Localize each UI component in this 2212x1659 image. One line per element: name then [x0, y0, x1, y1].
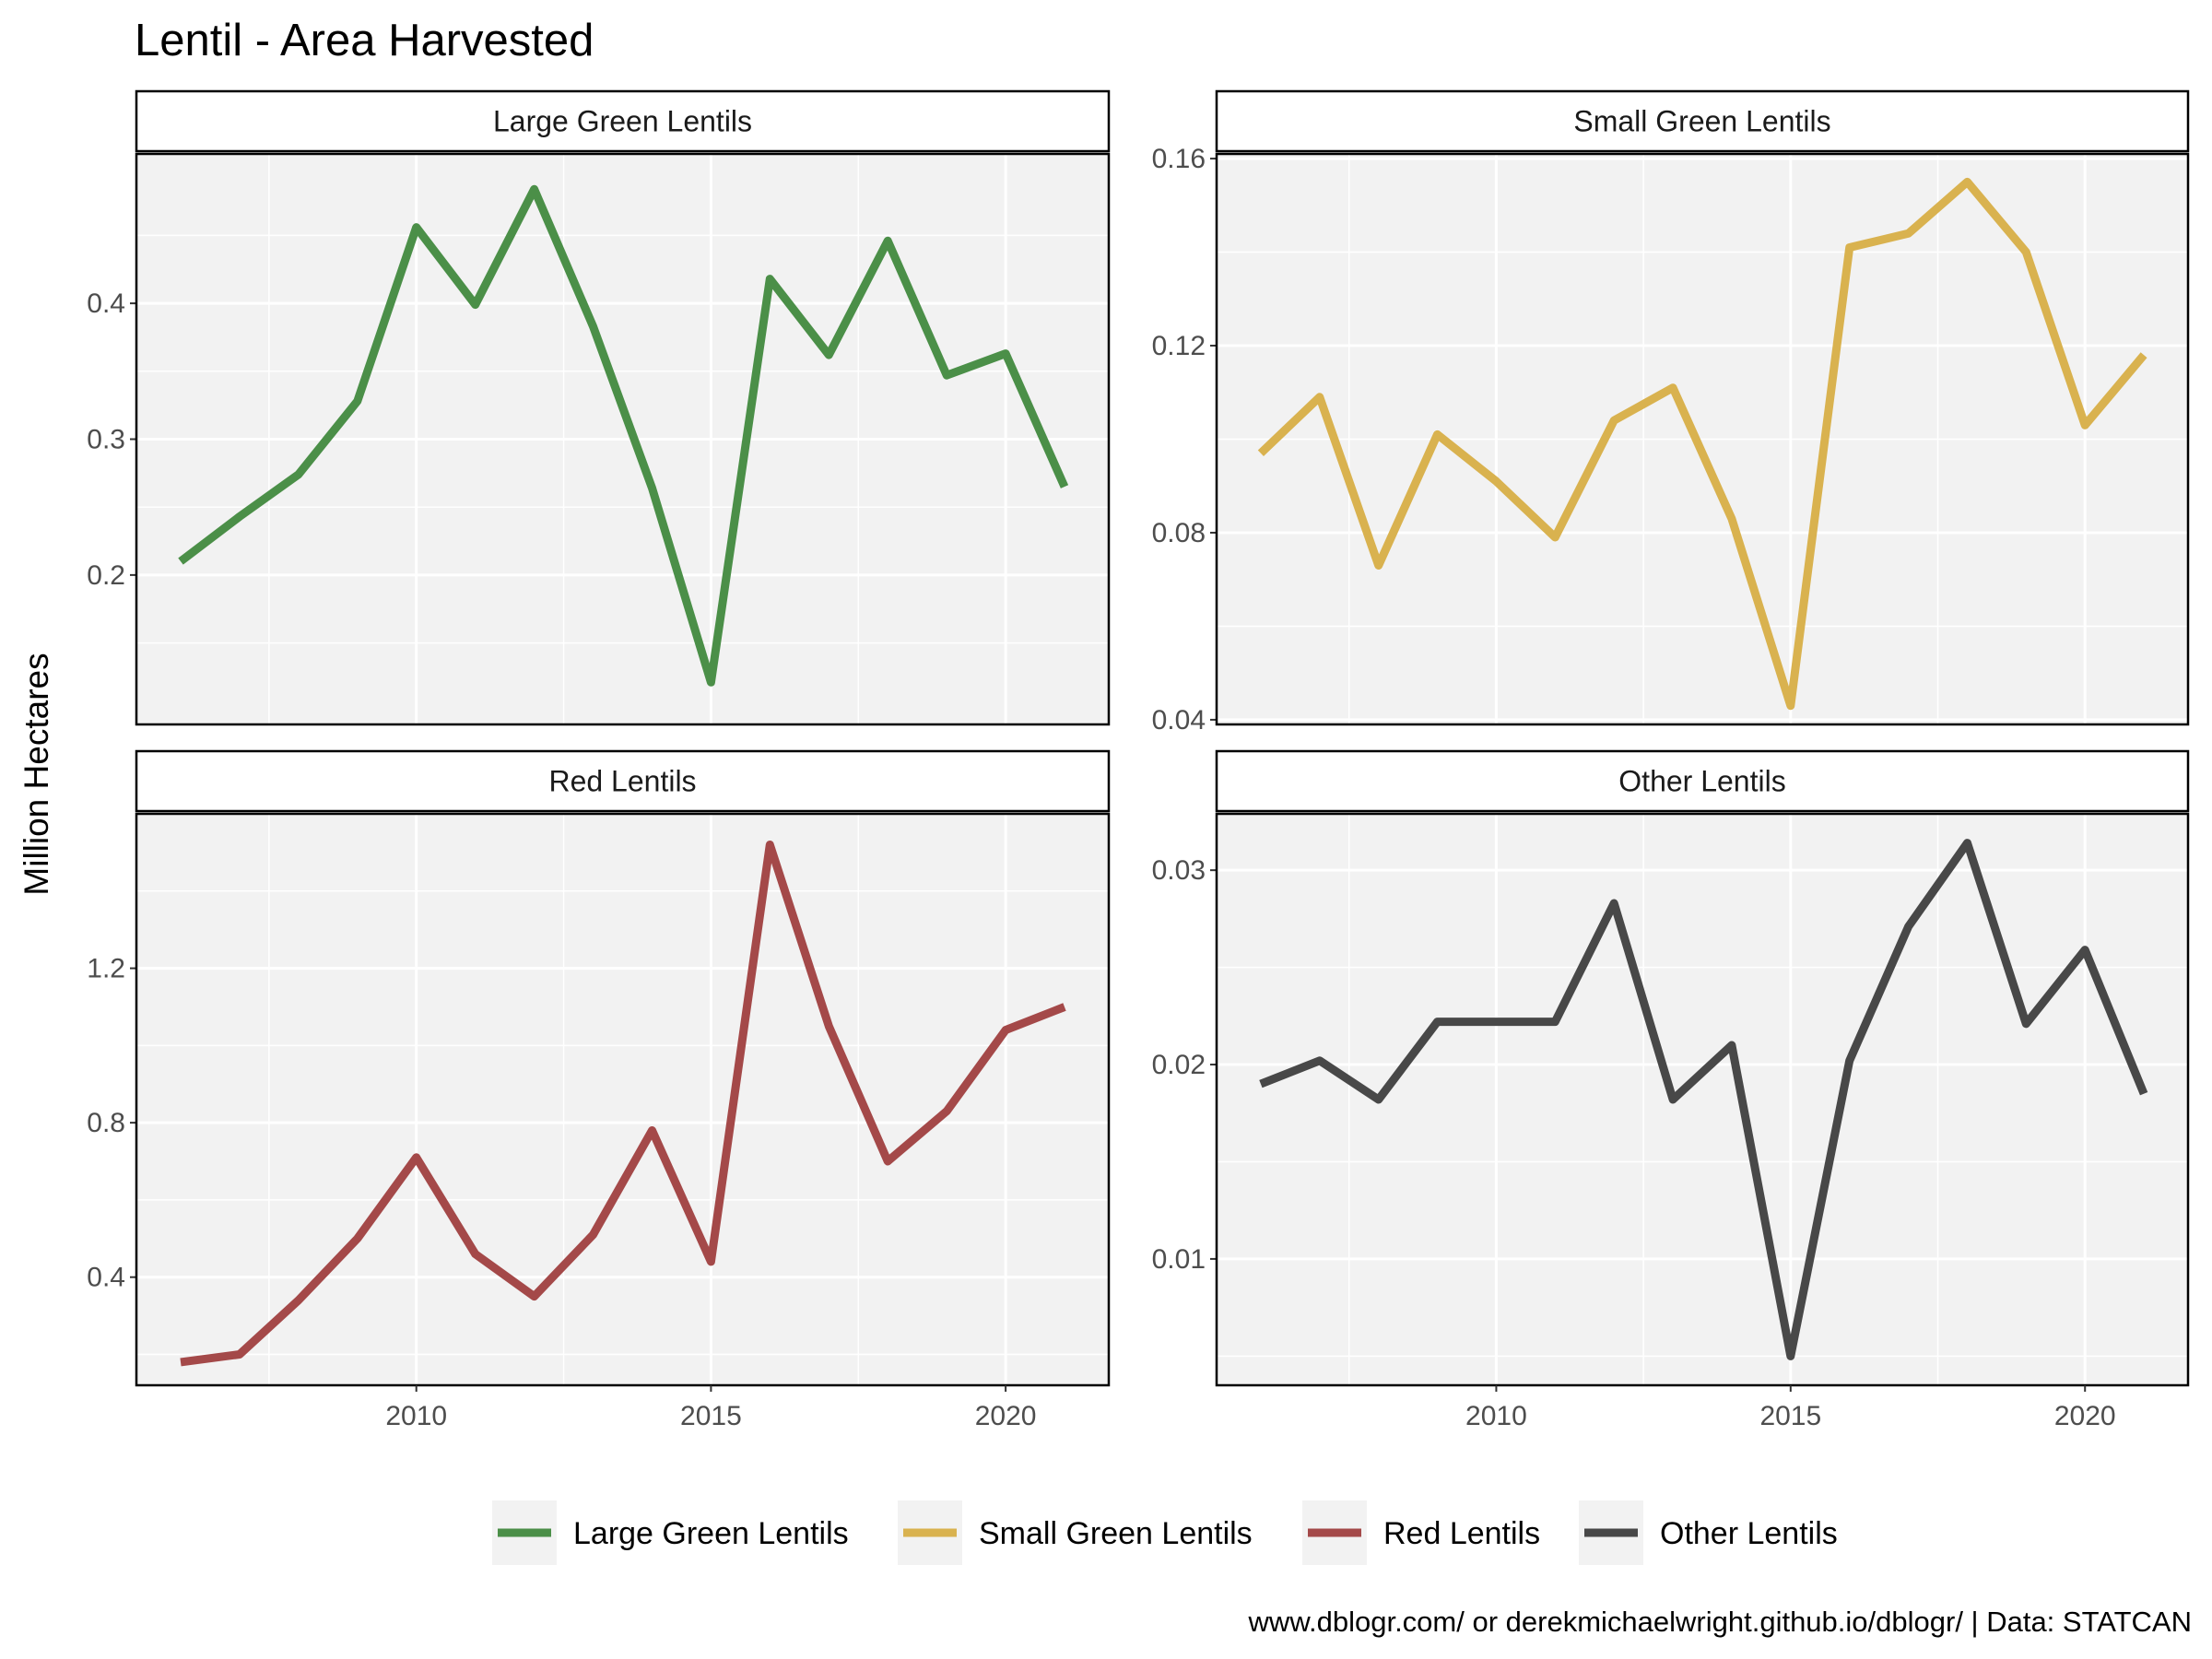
legend-label-large-green-lentils: Large Green Lentils — [573, 1516, 849, 1551]
x-tick-label: 2010 — [1465, 1401, 1527, 1431]
strip-large-green-lentils — [135, 89, 1111, 153]
y-tick-label: 1.2 — [87, 954, 125, 984]
y-tick-label: 0.3 — [87, 425, 125, 455]
panel-other-lentils: Other Lentils 0.01 0.02 0.03 2010 2015 2020 — [1152, 749, 2190, 1431]
series-line-small-green-lentils — [1257, 177, 2147, 711]
y-tick-label: 0.2 — [87, 560, 125, 591]
legend-item-red-lentils: Red Lentils — [1302, 1500, 1540, 1565]
panel-border-red-lentils — [135, 812, 1111, 1387]
y-axis-title: Million Hectares — [18, 653, 55, 895]
strip-label-large-green-lentils: Large Green Lentils — [493, 105, 752, 138]
legend-label-red-lentils: Red Lentils — [1383, 1516, 1540, 1551]
panel-large-green-lentils: Large Green Lentils 0.2 0.3 0.4 — [87, 89, 1111, 726]
strip-label-other-lentils: Other Lentils — [1618, 765, 1785, 798]
x-tick-label: 2010 — [385, 1401, 447, 1431]
y-tick-label: 0.02 — [1152, 1050, 1206, 1080]
y-tick-label: 0.4 — [87, 1263, 125, 1293]
strip-label-red-lentils: Red Lentils — [548, 765, 696, 798]
legend-label-small-green-lentils: Small Green Lentils — [979, 1516, 1253, 1551]
strip-small-green-lentils — [1215, 89, 2190, 153]
panel-red-lentils: Red Lentils 0.4 0.8 1.2 2010 2015 2020 — [87, 749, 1111, 1431]
legend-label-other-lentils: Other Lentils — [1660, 1516, 1838, 1551]
panel-border-large-green-lentils — [135, 152, 1111, 726]
x-tick-label: 2015 — [680, 1401, 742, 1431]
series-line-other-lentils — [1259, 839, 2148, 1360]
strip-label-small-green-lentils: Small Green Lentils — [1573, 105, 1830, 138]
y-tick-label: 0.08 — [1152, 518, 1206, 548]
legend-item-other-lentils: Other Lentils — [1579, 1500, 1838, 1565]
legend-item-large-green-lentils: Large Green Lentils — [492, 1500, 849, 1565]
y-tick-label: 0.03 — [1152, 855, 1206, 886]
y-tick-label: 0.4 — [87, 288, 125, 319]
panel-background-other-lentils — [1217, 814, 2188, 1385]
y-tick-label: 0.16 — [1152, 144, 1206, 174]
y-tick-label: 0.8 — [87, 1108, 125, 1138]
x-tick-label: 2020 — [975, 1401, 1037, 1431]
chart-title: Lentil - Area Harvested — [135, 16, 594, 65]
x-tick-label: 2015 — [1759, 1401, 1821, 1431]
series-line-large-green-lentils — [178, 184, 1069, 687]
legend: Large Green Lentils Small Green Lentils Re… — [492, 1500, 1838, 1565]
y-tick-label: 0.04 — [1152, 705, 1206, 735]
chart-caption: www.dblogr.com/ or derekmichaelwright.gi… — [1248, 1606, 2192, 1638]
strip-red-lentils — [135, 749, 1111, 813]
panel-border-small-green-lentils — [1215, 152, 2190, 726]
facet-panels: Large Green Lentils 0.2 0.3 0.4 Small Green … — [87, 89, 2190, 1431]
x-tick-label: 2020 — [2054, 1401, 2116, 1431]
y-tick-label: 0.12 — [1152, 331, 1206, 361]
series-line-red-lentils — [180, 841, 1066, 1367]
panel-border-other-lentils — [1215, 812, 2190, 1387]
y-tick-label: 0.01 — [1152, 1244, 1206, 1275]
panel-small-green-lentils: Small Green Lentils 0.04 0.08 0.12 0.16 — [1152, 89, 2190, 735]
legend-item-small-green-lentils: Small Green Lentils — [898, 1500, 1253, 1565]
panel-background-red-lentils — [136, 814, 1109, 1385]
strip-other-lentils — [1215, 749, 2190, 813]
